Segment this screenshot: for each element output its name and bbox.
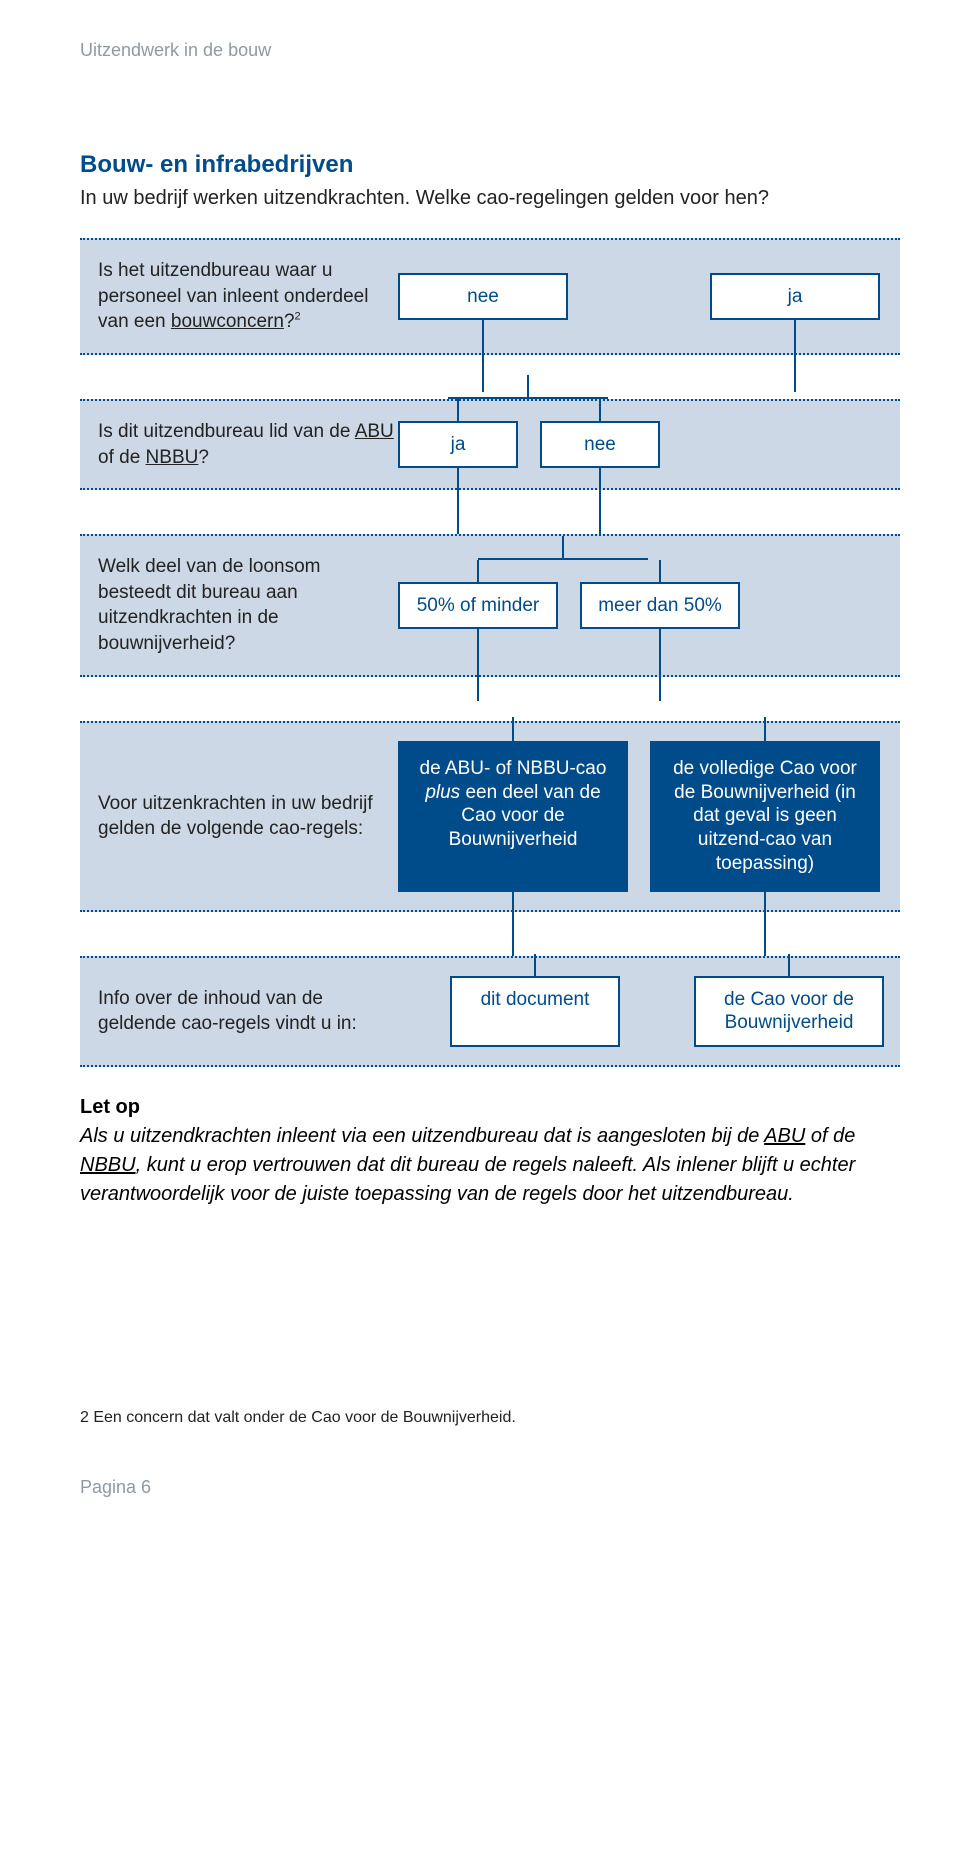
r4-result-2: de volledige Cao voor de Bouwnijverheid …: [650, 741, 880, 892]
r1-opt-ja: ja: [710, 273, 880, 321]
question-4: Voor uitzenkrachten in uw bedrijf gelden…: [98, 791, 398, 842]
section-title: Bouw- en infrabedrijven: [80, 151, 900, 179]
r2-opt-ja: ja: [398, 421, 518, 469]
q2-b: ?: [198, 447, 209, 468]
r3-opt-2: meer dan 50%: [580, 582, 740, 630]
q2-ul1: ABU: [355, 421, 394, 442]
options-4: de ABU- of NBBU-cao plus een deel van de…: [398, 741, 900, 892]
options-3: 50% of minder meer dan 50%: [398, 582, 900, 630]
r4-1-it: plus: [425, 782, 460, 803]
r1-opt-nee: nee: [398, 273, 568, 321]
r3-opt-1: 50% of minder: [398, 582, 558, 630]
q2-ul2: NBBU: [146, 447, 199, 468]
note-a: Als u uitzendkrachten inleent via een ui…: [80, 1125, 764, 1147]
flow-row-5: Info over de inhoud van de geldende cao-…: [80, 956, 900, 1068]
note-heading: Let op: [80, 1093, 900, 1122]
page-number: Pagina 6: [80, 1477, 900, 1498]
q2-a: Is dit uitzendbureau lid van de: [98, 421, 355, 442]
note-b: , kunt u erop vertrouwen dat dit bureau …: [80, 1154, 855, 1205]
section-subtitle: In uw bedrijf werken uitzendkrachten. We…: [80, 187, 900, 210]
r4-1-b: een deel van de Cao voor de Bouwnijverhe…: [449, 782, 601, 851]
options-1: nee ja: [398, 273, 900, 321]
q2-mid: of de: [98, 447, 146, 468]
question-5: Info over de inhoud van de geldende cao-…: [98, 986, 398, 1037]
question-2: Is dit uitzendbureau lid van de ABU of d…: [98, 419, 398, 470]
note-body: Als u uitzendkrachten inleent via een ui…: [80, 1122, 900, 1209]
flow-row-1: Is het uitzendbureau waar u personeel va…: [80, 238, 900, 355]
r4-result-1: de ABU- of NBBU-cao plus een deel van de…: [398, 741, 628, 892]
q1-underline: bouwconcern: [171, 311, 284, 332]
flowchart: Is het uitzendbureau waar u personeel va…: [80, 238, 900, 1067]
footnote: 2 Een concern dat valt onder de Cao voor…: [80, 1409, 900, 1427]
running-head: Uitzendwerk in de bouw: [80, 40, 900, 61]
q1-text-b: ?: [284, 311, 295, 332]
r4-1-a: de ABU- of NBBU-cao: [420, 758, 607, 779]
q1-sup: 2: [295, 311, 301, 323]
flow-row-4: Voor uitzenkrachten in uw bedrijf gelden…: [80, 721, 900, 912]
question-3: Welk deel van de loonsom besteedt dit bu…: [98, 554, 398, 657]
note-mid: of de: [805, 1125, 855, 1147]
note-ul1: ABU: [764, 1125, 805, 1147]
note-ul2: NBBU: [80, 1154, 136, 1176]
r5-opt-1: dit document: [450, 976, 620, 1048]
options-2: ja nee: [398, 421, 900, 469]
r5-opt-2: de Cao voor de Bouwnijverheid: [694, 976, 884, 1048]
flow-row-3: Welk deel van de loonsom besteedt dit bu…: [80, 534, 900, 677]
r2-opt-nee: nee: [540, 421, 660, 469]
note-block: Let op Als u uitzendkrachten inleent via…: [80, 1093, 900, 1209]
flow-row-2: Is dit uitzendbureau lid van de ABU of d…: [80, 399, 900, 490]
options-5: dit document de Cao voor de Bouwnijverhe…: [398, 976, 904, 1048]
question-1: Is het uitzendbureau waar u personeel va…: [98, 258, 398, 335]
